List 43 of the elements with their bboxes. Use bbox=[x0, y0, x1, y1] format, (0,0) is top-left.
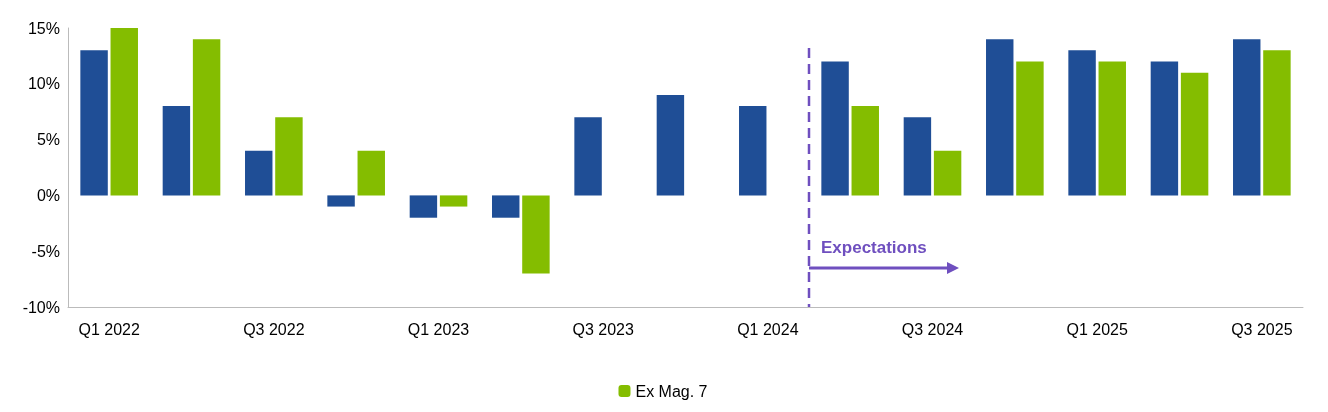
legend-label: Ex Mag. 7 bbox=[635, 382, 708, 400]
bar bbox=[656, 94, 685, 196]
bar bbox=[1233, 39, 1261, 196]
bar bbox=[574, 117, 602, 196]
bar bbox=[409, 195, 438, 218]
y-tick-label: 0% bbox=[36, 186, 60, 204]
x-tick-label: Q3 2022 bbox=[243, 320, 305, 338]
bar bbox=[327, 195, 355, 207]
x-tick-label: Q3 2024 bbox=[901, 320, 964, 338]
bar bbox=[1180, 72, 1209, 196]
x-tick-label: Q1 2023 bbox=[407, 320, 470, 338]
x-tick-label: Q3 2025 bbox=[1231, 320, 1293, 338]
bar bbox=[439, 195, 468, 207]
y-tick-label: -5% bbox=[31, 242, 60, 260]
bar bbox=[1263, 50, 1291, 196]
bar bbox=[522, 195, 550, 274]
bar bbox=[933, 150, 962, 196]
y-tick-label: -10% bbox=[22, 298, 60, 316]
bar bbox=[1016, 61, 1044, 196]
bar bbox=[1098, 61, 1126, 196]
x-tick-label: Q1 2022 bbox=[78, 320, 140, 338]
bar bbox=[492, 195, 520, 218]
ref-line-label: Expectations bbox=[821, 237, 927, 257]
bar bbox=[1150, 61, 1179, 196]
bar bbox=[80, 50, 108, 196]
bar bbox=[357, 150, 385, 196]
bar bbox=[162, 106, 191, 196]
x-tick-label: Q1 2025 bbox=[1066, 320, 1128, 338]
bar bbox=[739, 106, 767, 196]
bar bbox=[275, 117, 303, 196]
bar bbox=[192, 39, 221, 196]
bar bbox=[851, 106, 879, 196]
bar bbox=[903, 117, 932, 196]
bar bbox=[110, 28, 138, 196]
y-tick-label: 5% bbox=[36, 131, 60, 149]
y-tick-label: 15% bbox=[27, 19, 60, 37]
x-tick-label: Q1 2024 bbox=[737, 320, 799, 338]
bar bbox=[986, 39, 1014, 196]
y-tick-label: 10% bbox=[27, 75, 60, 93]
x-tick-label: Q3 2023 bbox=[572, 320, 634, 338]
bar bbox=[821, 61, 849, 196]
bar bbox=[1068, 50, 1096, 196]
bar bbox=[245, 150, 273, 196]
